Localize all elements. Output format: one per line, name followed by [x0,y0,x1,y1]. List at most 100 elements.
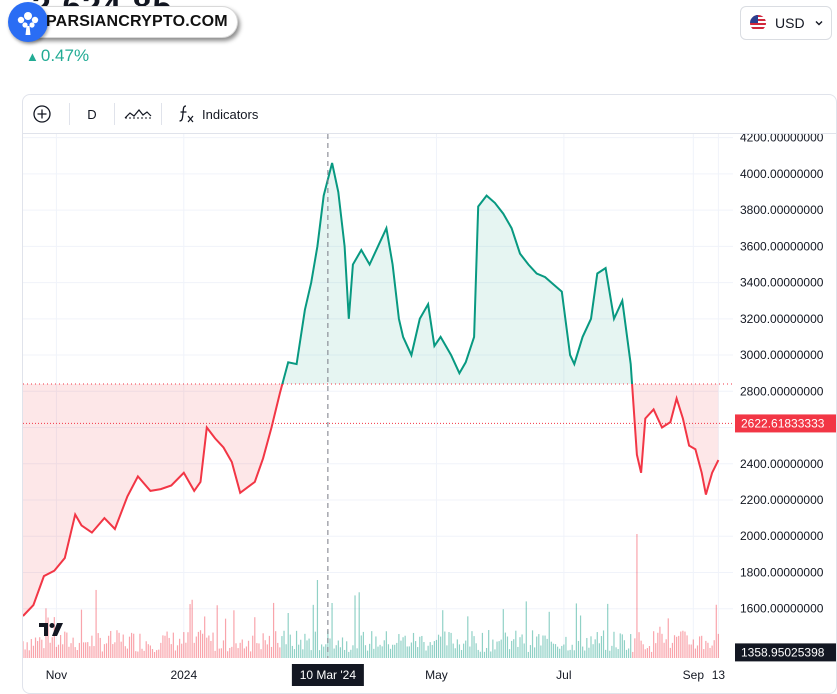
volume-bar [644,649,646,658]
volume-bar [72,637,74,658]
volume-bar [433,641,435,658]
volume-bar [364,645,367,658]
volume-bar [496,641,498,658]
volume-bar [400,640,402,658]
volume-bar [264,640,266,658]
volume-bar [122,634,124,658]
volume-bar [327,630,329,658]
add-symbol-button[interactable] [23,95,61,133]
volume-bar [229,647,231,658]
volume-bar [444,631,446,658]
volume-bar [266,644,268,658]
volume-bar [162,635,164,658]
crosshair-price-badge [735,643,836,662]
volume-bar [277,642,279,658]
volume-bar [76,650,78,658]
tradingview-logo-icon[interactable] [39,623,65,642]
volume-bar [314,631,316,658]
volume-bar [698,636,701,658]
volume-bar [410,642,413,658]
volume-bar [703,649,705,658]
volume-bar [91,635,93,658]
volume-bar [713,640,715,658]
volume-bar [492,639,494,658]
volume-bar [80,609,83,658]
volume-bar [306,640,308,658]
volume-bar [105,643,108,658]
volume-bar [657,632,659,658]
volume-bar [275,631,277,658]
volume-bar [682,630,684,658]
indicators-button[interactable]: Indicators [162,95,258,133]
price-change: ▲ 0.47% [26,46,89,66]
volume-bar [185,642,187,658]
last-price-badge [735,414,836,433]
volume-bar [584,650,586,658]
volume-bar [316,580,319,658]
volume-bar [66,632,68,658]
volume-bar [366,650,369,658]
volume-bar [176,645,179,658]
volume-bar [245,646,248,658]
volume-bar [494,649,496,658]
volume-bar [39,637,41,658]
volume-bar [611,645,613,658]
volume-bar [68,646,70,658]
volume-bar [465,640,467,658]
plus-circle-icon [33,105,51,123]
volume-bar [567,650,569,658]
volume-bar [596,632,598,658]
volume-bar [442,610,444,658]
volume-bar [402,637,404,658]
volume-bar [634,638,636,658]
volume-bar [715,604,717,658]
volume-bar [126,648,129,658]
volume-bar [295,630,298,658]
volume-bar [406,646,408,658]
volume-bar [210,640,212,658]
volume-bar [151,648,154,658]
volume-bar [30,639,32,658]
volume-bar [473,636,475,658]
volume-bar [153,651,156,658]
volume-bar [118,632,120,658]
chart-type-button[interactable] [115,95,161,133]
volume-bar [128,636,131,658]
volume-bar [559,648,561,658]
price-chart[interactable]: 4200.00000000 4000.00000000 3800.00000000 3… [23,134,837,694]
volume-bar [456,639,458,658]
volume-bar [116,630,118,658]
volume-bar [625,649,628,658]
volume-bar [506,636,509,658]
volume-bar [653,631,655,658]
volume-bar [183,632,185,658]
volume-bar [187,632,189,658]
volume-bar [632,651,634,658]
volume-bar [523,643,525,658]
volume-bar [139,633,141,658]
price-line-above [281,162,634,385]
volume-bar [696,645,699,658]
volume-bar [78,642,80,658]
crosshair-price-label: 1358.95025398 [741,645,825,659]
y-axis-tick-label: 3600.00000000 [740,239,824,253]
volume-bar [360,635,362,658]
volume-bar [617,649,619,658]
volume-bar [475,643,477,658]
volume-bar [279,647,281,658]
currency-selector[interactable]: USD [740,6,832,40]
volume-bar [646,648,648,658]
volume-bar [95,589,97,658]
y-axis-tick-label: 3000.00000000 [740,348,824,362]
volume-bar [701,635,703,658]
interval-button[interactable]: D [87,106,97,122]
volume-bar [621,634,623,658]
volume-bar [289,634,291,658]
toolbar-divider [69,103,70,125]
volume-bar [354,595,356,658]
volume-bar [592,644,594,658]
volume-bar [684,631,686,658]
volume-bar [252,635,254,658]
volume-bar [623,640,626,658]
watermark-text: PARSIANCRYPTO.COM [46,13,228,30]
